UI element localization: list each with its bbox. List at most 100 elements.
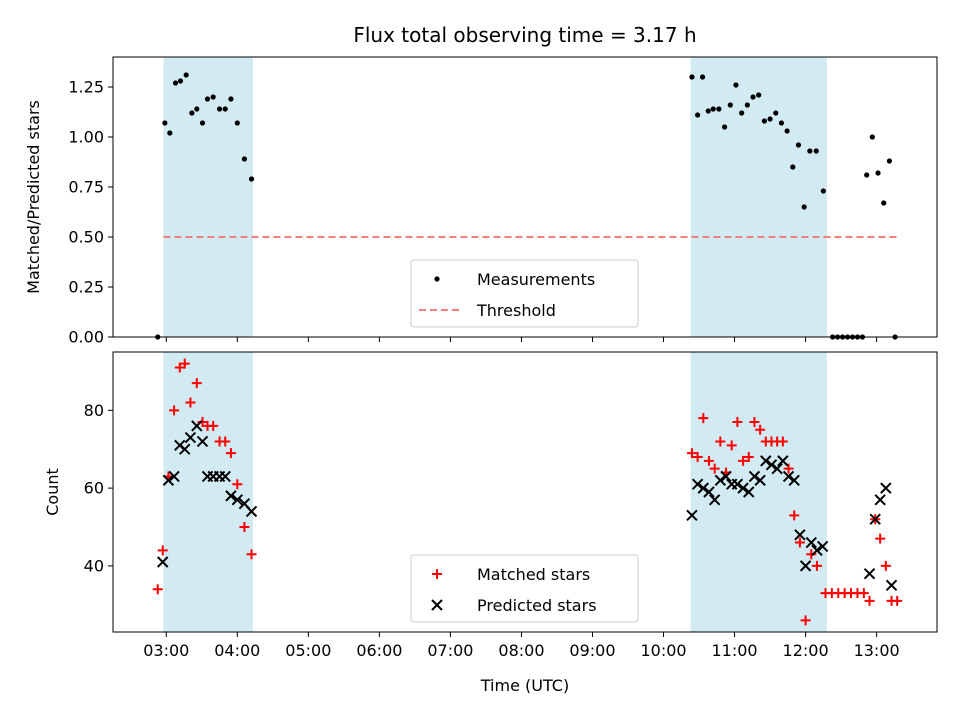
predicted-star-point	[686, 509, 698, 522]
matched-star-point	[892, 595, 903, 606]
legend-measurement-swatch	[434, 276, 440, 282]
matched-star-point	[191, 378, 202, 389]
observing-window-1	[690, 57, 827, 337]
axes-frame	[112, 351, 938, 633]
measurement-point	[795, 142, 802, 148]
matched-star-point	[715, 436, 726, 447]
x-tick-label: 03:00	[143, 641, 189, 660]
predicted-star-point	[691, 478, 704, 490]
x-tick-label: 08:00	[498, 641, 544, 660]
legend: Matched stars Predicted stars	[410, 554, 639, 623]
measurement-point	[875, 170, 881, 176]
matched-star-point	[698, 413, 709, 424]
matched-star-point	[703, 455, 714, 466]
predicted-star-point	[245, 505, 258, 518]
predicted-star-point	[788, 474, 800, 487]
measurement-point	[172, 80, 179, 86]
measurement-point	[886, 158, 893, 164]
legend-predicted-swatch	[431, 599, 443, 611]
measurement-point	[869, 134, 875, 140]
matched-star-point	[179, 358, 190, 369]
matched-star-point	[811, 560, 822, 571]
measurement-point	[162, 120, 168, 126]
measurement-point	[194, 106, 200, 112]
matched-star-point	[726, 440, 737, 451]
measurement-point	[756, 92, 762, 98]
predicted-star-point	[697, 482, 710, 494]
predicted-star-point	[231, 494, 244, 506]
predicted-star-point	[777, 455, 789, 467]
predicted-star-point	[794, 529, 806, 541]
legend-box	[410, 554, 639, 623]
measurement-point	[790, 164, 796, 170]
matched-star-point	[157, 545, 168, 556]
bottom-panel: 40 60 80 03:00 04:00 05:00 06:00 07:00 08:00 09:0…	[84, 351, 938, 660]
legend-matched-swatch	[432, 569, 442, 579]
measurement-point	[773, 110, 779, 116]
measurement-point	[241, 156, 248, 162]
measurement-point	[222, 106, 228, 112]
measurement-point	[710, 106, 716, 112]
matched-star-point	[783, 463, 794, 474]
matched-star-point	[880, 560, 891, 571]
measurement-point	[167, 130, 173, 136]
measurement-point	[864, 172, 870, 178]
legend: Measurements Threshold	[410, 259, 639, 328]
legend-label: Matched stars	[477, 565, 590, 584]
matched-star-point	[220, 436, 231, 447]
x-tick-label: 13:00	[854, 641, 900, 660]
measurement-point	[716, 106, 722, 112]
measurement-point	[761, 118, 767, 124]
measurement-point	[228, 96, 234, 102]
y-tick-label: 40	[84, 556, 104, 575]
legend-label: Predicted stars	[477, 596, 597, 615]
matched-star-point	[692, 452, 703, 462]
matched-star-point	[732, 417, 743, 427]
bottom-y-axis-label: Count	[43, 468, 62, 516]
matched-star-point	[246, 549, 257, 560]
predicted-star-point	[737, 482, 749, 494]
predicted-star-point	[760, 455, 772, 467]
measurement-point	[778, 120, 785, 126]
measurement-point	[813, 148, 819, 154]
measurement-point	[699, 74, 706, 80]
measurement-point	[705, 108, 711, 114]
top-y-axis-label: Matched/Predicted stars	[24, 100, 43, 294]
y-tick-label: 60	[84, 479, 104, 498]
matched-star-point	[749, 417, 760, 427]
measurement-point	[820, 188, 826, 194]
y-tick-label: 1.25	[68, 78, 104, 97]
y-tick-label: 0.25	[68, 278, 104, 297]
predicted-star-point	[863, 567, 876, 580]
x-tick-label: 12:00	[783, 641, 829, 660]
y-tick-label: 0.00	[68, 328, 104, 347]
measurement-point	[784, 128, 790, 134]
matched-star-point	[239, 522, 250, 532]
measurement-point	[722, 124, 728, 130]
predicted-star-point	[771, 462, 783, 475]
measurement-point	[744, 102, 750, 108]
matched-star-point	[875, 533, 886, 544]
predicted-star-point	[811, 544, 823, 557]
predicted-star-point	[754, 474, 766, 487]
axes-frame	[112, 56, 938, 338]
predicted-star-point	[168, 470, 180, 483]
matched-star-point	[794, 537, 805, 548]
measurement-point	[689, 74, 695, 80]
predicted-star-point	[874, 494, 886, 506]
legend-box	[410, 259, 639, 328]
top-panel: 0.00 0.25 0.50 0.75 1.00 1.25 Measurements Thre…	[68, 56, 938, 347]
matched-star-point	[858, 588, 869, 599]
measurement-point	[807, 148, 813, 154]
measurement-point	[189, 110, 195, 116]
matched-star-point	[208, 420, 219, 431]
predicted-star-point	[191, 420, 203, 432]
predicted-star-point	[720, 470, 732, 483]
y-tick-label: 80	[84, 401, 104, 420]
measurement-point	[801, 204, 807, 210]
x-tick-label: 05:00	[285, 641, 331, 660]
x-tick-label: 07:00	[427, 641, 473, 660]
predicted-star-point	[157, 556, 169, 568]
matched-star-point	[800, 615, 811, 626]
